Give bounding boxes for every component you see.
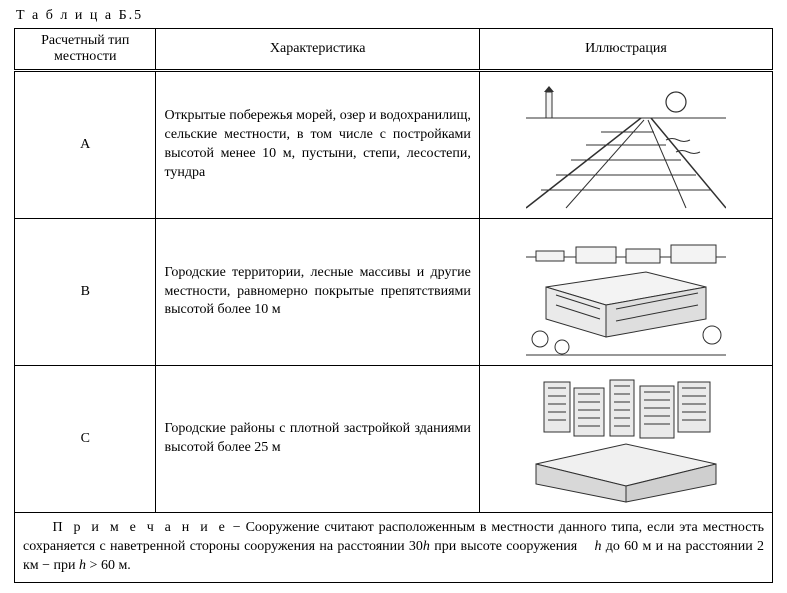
cell-illustration (479, 71, 772, 219)
note-prefix: П р и м е ч а н и е (52, 520, 227, 535)
cell-illustration (479, 366, 772, 513)
note-dash: − (228, 520, 246, 535)
table-caption: Т а б л и ц а Б.5 (16, 8, 773, 24)
table-row: В Городские территории, лесные массивы и… (15, 219, 773, 366)
page: Т а б л и ц а Б.5 Расчетный тип местност… (0, 0, 787, 593)
cell-char: Открытые побережья морей, озер и водохра… (156, 71, 479, 219)
table-row: А Открытые побережья морей, озер и водох… (15, 71, 773, 219)
cell-char: Городские территории, лесные массивы и д… (156, 219, 479, 366)
col-header-char: Характеристика (156, 29, 479, 71)
cell-type: В (15, 219, 156, 366)
col-header-illus: Иллюстрация (479, 29, 772, 71)
col-header-type: Расчетный тип местности (15, 29, 156, 71)
cell-type: С (15, 366, 156, 513)
note-body-4: > 60 м. (86, 558, 131, 573)
cell-char: Городские районы с плотной застройкой зд… (156, 366, 479, 513)
table-header-row: Расчетный тип местности Характеристика И… (15, 29, 773, 71)
cell-type: А (15, 71, 156, 219)
illustration-open-coast-icon (526, 80, 726, 210)
table-note: П р и м е ч а н и е − Сооружение считают… (15, 513, 773, 583)
note-var-h-3: h (79, 558, 86, 573)
note-body-2: при высоте сооружения (430, 539, 582, 554)
note-var-h-1: h (423, 539, 430, 554)
cell-illustration (479, 219, 772, 366)
illustration-suburban-icon (526, 227, 726, 357)
terrain-table: Расчетный тип местности Характеристика И… (14, 28, 773, 583)
table-row: С Городские районы с плотной застройкой … (15, 366, 773, 513)
illustration-dense-city-icon (526, 374, 726, 504)
table-note-row: П р и м е ч а н и е − Сооружение считают… (15, 513, 773, 583)
